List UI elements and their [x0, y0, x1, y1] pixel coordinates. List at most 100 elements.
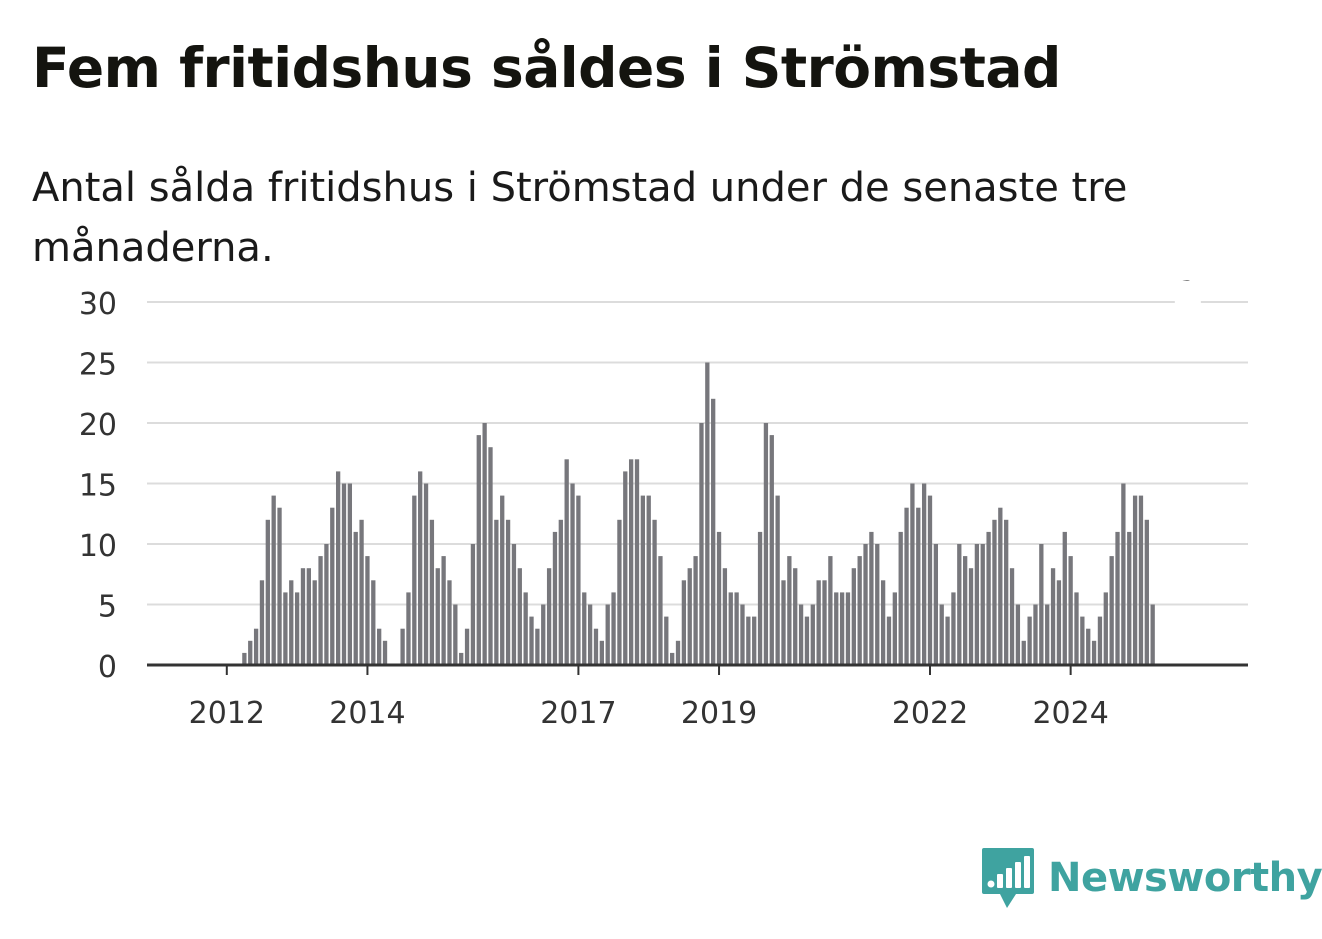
y-tick-label: 20	[79, 408, 117, 443]
bar	[957, 544, 962, 665]
bar	[459, 652, 464, 665]
bar	[658, 556, 663, 665]
x-tick-label: 2022	[892, 696, 968, 731]
bar	[529, 616, 534, 665]
chart-subtitle: Antal sålda fritidshus i Strömstad under…	[32, 165, 1128, 271]
bar	[377, 628, 382, 665]
bar	[933, 544, 939, 665]
bar	[277, 507, 282, 665]
bar	[294, 592, 300, 665]
bar	[968, 568, 974, 665]
bar	[892, 592, 897, 665]
bar	[705, 362, 710, 665]
bar	[634, 459, 640, 665]
bar	[798, 604, 804, 665]
bar	[476, 435, 481, 665]
bar	[423, 483, 429, 665]
bar	[353, 531, 358, 665]
bar	[1062, 531, 1067, 665]
bar	[746, 616, 751, 665]
bar	[711, 398, 716, 665]
bar	[488, 447, 493, 665]
bar	[500, 495, 505, 665]
bar	[939, 604, 944, 665]
y-tick-label: 30	[79, 287, 117, 322]
bar	[963, 556, 968, 665]
bar	[347, 483, 353, 665]
bar	[511, 544, 517, 665]
bar	[599, 640, 604, 665]
x-tick-label: 2017	[540, 696, 616, 731]
bar	[482, 423, 487, 665]
bar	[406, 592, 411, 665]
bar	[775, 495, 780, 665]
bar	[617, 519, 622, 665]
bar	[787, 556, 792, 665]
bar	[916, 507, 921, 665]
bar	[927, 495, 933, 665]
bar	[1080, 616, 1085, 665]
y-tick-label: 10	[79, 529, 117, 564]
bar	[371, 580, 376, 665]
bar	[1068, 556, 1073, 665]
bar	[716, 531, 722, 665]
bar	[306, 568, 311, 665]
bar	[974, 544, 980, 665]
bar	[1050, 568, 1056, 665]
bar	[253, 628, 259, 665]
bar	[769, 435, 774, 665]
brand-name: Newsworthy	[1048, 855, 1322, 901]
bar	[845, 592, 851, 665]
bar	[1138, 495, 1144, 665]
bar	[1009, 568, 1015, 665]
bar	[447, 580, 452, 665]
bar	[828, 556, 833, 665]
bar	[552, 531, 558, 665]
bar	[1121, 483, 1126, 665]
data-label: 5	[1179, 280, 1197, 287]
bar	[834, 592, 839, 665]
bar	[1021, 640, 1026, 665]
bar	[564, 459, 569, 665]
bar	[910, 483, 915, 665]
bar	[435, 568, 440, 665]
bar	[722, 568, 728, 665]
bar	[646, 495, 651, 665]
bar	[734, 592, 739, 665]
bar	[757, 531, 763, 665]
bar	[494, 519, 499, 665]
bar	[628, 459, 634, 665]
bar	[271, 495, 276, 665]
bar	[693, 556, 698, 665]
bar	[464, 628, 470, 665]
bar	[470, 544, 476, 665]
x-tick-label: 2024	[1032, 696, 1108, 731]
bar	[652, 519, 657, 665]
bar	[851, 568, 856, 665]
y-tick-label: 15	[79, 469, 117, 504]
bar	[1150, 604, 1155, 665]
bar	[1027, 616, 1032, 665]
bar	[382, 640, 388, 665]
bar	[1045, 604, 1050, 665]
bar	[517, 568, 522, 665]
bar	[1033, 604, 1038, 665]
bar	[359, 519, 364, 665]
bar	[623, 471, 628, 665]
bar	[681, 580, 687, 665]
bar	[1097, 616, 1103, 665]
bar	[880, 580, 886, 665]
bar	[752, 616, 757, 665]
bar	[816, 580, 821, 665]
x-tick-label: 2012	[189, 696, 265, 731]
bar	[839, 592, 845, 665]
y-tick-label: 5	[98, 590, 117, 625]
bar	[1074, 592, 1079, 665]
bar	[570, 483, 575, 665]
bar	[505, 519, 511, 665]
bar	[781, 580, 786, 665]
bar	[822, 580, 827, 665]
bar	[1086, 628, 1091, 665]
bar	[558, 519, 563, 665]
bar	[611, 592, 616, 665]
